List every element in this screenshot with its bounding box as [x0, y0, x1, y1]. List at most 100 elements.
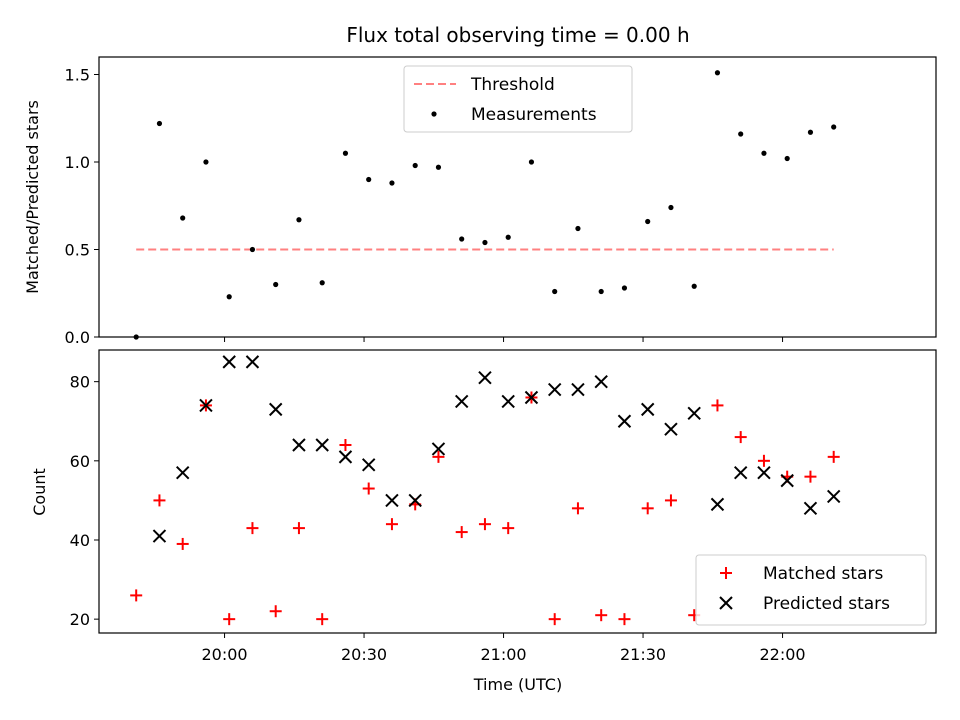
predicted-star-point — [454, 394, 469, 409]
top-y-ticks: 0.0 0.5 1.0 1.5 — [65, 66, 99, 347]
matched-star-point — [734, 431, 747, 444]
bottom-marks — [130, 355, 841, 626]
bottom-panel: 20 40 60 80 20:00 20:30 21:00 21:30 22:00 Count… — [30, 349, 937, 694]
matched-star-point — [246, 522, 259, 535]
predicted-star-point — [478, 370, 492, 385]
bottom-y-tick-label: 80 — [70, 373, 90, 392]
bottom-x-tick-label: 20:30 — [341, 645, 387, 664]
bottom-x-ticks: 20:00 20:30 21:00 21:30 22:00 — [201, 633, 806, 664]
measurement-point — [366, 176, 372, 183]
predicted-star-point — [361, 458, 376, 472]
top-marks — [133, 70, 837, 340]
predicted-legend-swatch — [719, 596, 733, 610]
measurements-legend-label: Measurements — [471, 105, 597, 125]
measurement-point — [528, 159, 535, 165]
top-panel: Flux total observing time = 0.00 h 0.00.… — [23, 23, 937, 347]
measurement-point — [180, 215, 186, 221]
matched-star-point — [455, 526, 468, 539]
matched-star-point — [478, 518, 491, 531]
predicted-star-point — [245, 355, 260, 369]
predicted-star-point — [431, 442, 446, 456]
matched-star-point — [176, 537, 189, 550]
matched-star-point — [432, 450, 445, 463]
top-x-ticks — [224, 337, 784, 342]
matched-star-point — [571, 502, 584, 515]
measurement-point — [249, 246, 256, 253]
top-y-axis-label: Matched/Predicted stars — [23, 100, 42, 294]
measurement-point — [435, 164, 442, 170]
measurement-point — [552, 288, 558, 295]
matched-star-point — [130, 589, 143, 602]
bottom-x-tick-label: 21:00 — [480, 645, 526, 664]
measurements-legend-swatch — [431, 111, 437, 117]
predicted-star-point — [501, 394, 515, 409]
matched-star-point — [153, 494, 166, 507]
matched-legend-label: Matched stars — [763, 564, 883, 584]
predicted-star-point — [733, 465, 748, 480]
bottom-legend: Matched stars Predicted stars — [695, 554, 927, 626]
matched-star-point — [339, 438, 352, 451]
matched-legend-swatch — [720, 567, 732, 579]
predicted-star-point — [222, 355, 236, 369]
top-y-tick-label: 0.5 — [65, 241, 90, 260]
bottom-x-tick-label: 22:00 — [759, 645, 805, 664]
matched-star-point — [362, 482, 375, 495]
bottom-x-tick-label: 20:00 — [201, 645, 247, 664]
top-legend-frame — [403, 65, 633, 133]
measurement-point — [156, 120, 163, 127]
predicted-star-point — [152, 529, 167, 543]
predicted-star-point — [547, 382, 562, 397]
top-y-tick-label: 0.0 — [65, 328, 90, 347]
matched-star-point — [292, 522, 305, 535]
top-y-tick-label: 1.5 — [65, 66, 90, 85]
measurement-point — [668, 204, 674, 211]
top-y-tick-label: 1.0 — [65, 153, 90, 172]
measurement-point — [459, 236, 465, 242]
matched-star-point — [664, 494, 677, 507]
matched-star-point — [548, 613, 561, 626]
measurement-point — [342, 150, 349, 156]
predicted-star-point — [524, 390, 539, 405]
measurement-point — [761, 150, 767, 156]
bottom-y-axis-label: Count — [30, 468, 49, 516]
measurement-point — [784, 155, 790, 162]
matched-star-point — [618, 613, 631, 626]
bottom-legend-frame — [695, 554, 927, 626]
measurement-point — [807, 129, 814, 135]
chart-title: Flux total observing time = 0.00 h — [346, 23, 689, 47]
measurement-point — [412, 162, 418, 169]
predicted-star-point — [338, 450, 353, 464]
bottom-y-tick-label: 40 — [70, 531, 90, 550]
predicted-star-point — [385, 493, 399, 508]
measurement-point — [831, 124, 837, 130]
predicted-star-point — [710, 497, 725, 512]
predicted-star-point — [408, 493, 422, 508]
bottom-plot-frame — [98, 349, 937, 634]
matched-star-point — [641, 502, 654, 515]
predicted-star-point — [292, 438, 306, 452]
predicted-star-point — [780, 473, 794, 488]
predicted-star-point — [175, 465, 190, 480]
predicted-star-point — [687, 406, 701, 421]
measurement-point — [645, 218, 651, 225]
predicted-star-point — [617, 414, 632, 428]
measurement-point — [575, 225, 581, 232]
matched-star-point — [804, 470, 817, 483]
bottom-y-tick-label: 20 — [70, 610, 90, 629]
threshold-legend-label: Threshold — [470, 75, 555, 95]
predicted-star-point — [640, 402, 655, 417]
x-axis-label: Time (UTC) — [473, 675, 562, 694]
matched-star-point — [502, 522, 515, 535]
measurement-point — [273, 281, 279, 288]
predicted-star-point — [664, 422, 678, 436]
predicted-star-point — [199, 398, 213, 413]
measurement-point — [691, 283, 697, 289]
matched-star-point — [269, 605, 282, 618]
predicted-star-point — [803, 501, 818, 516]
bottom-y-ticks: 20 40 60 80 — [70, 373, 99, 629]
measurement-point — [505, 234, 511, 240]
measurement-point — [482, 239, 488, 246]
measurement-point — [714, 70, 721, 76]
measurement-point — [226, 294, 232, 300]
top-plot-frame — [98, 56, 937, 338]
